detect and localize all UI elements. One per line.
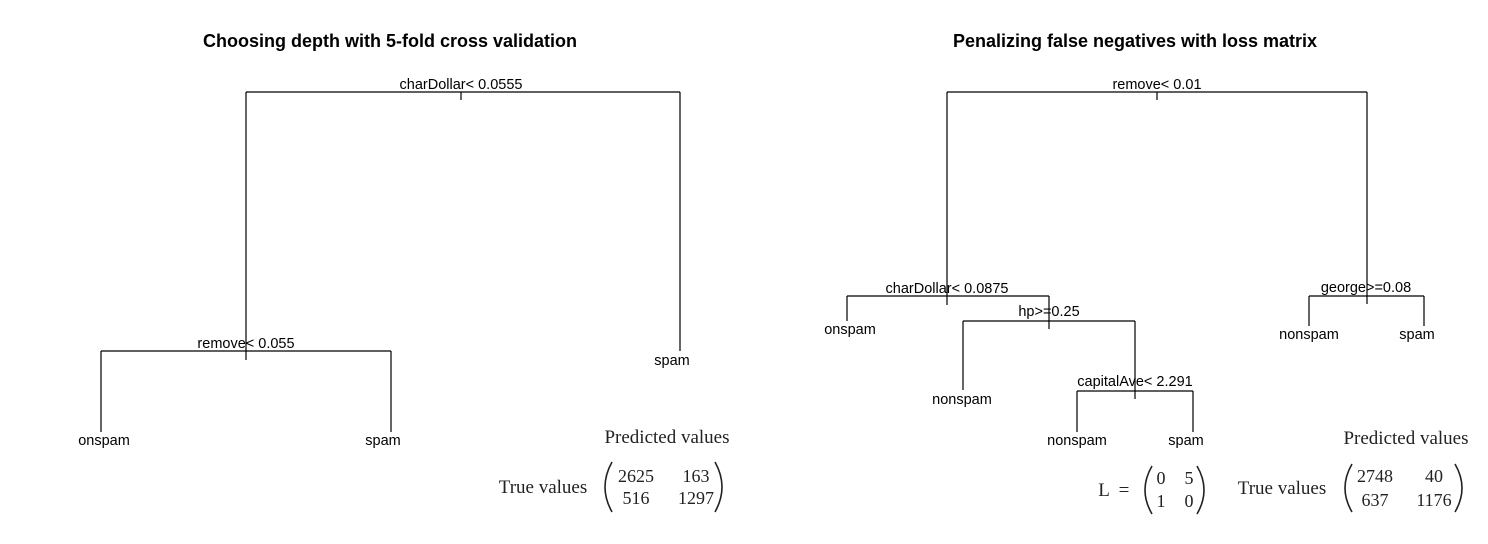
right-leaf-2: nonspam xyxy=(932,392,992,408)
right-leaf-5: nonspam xyxy=(1279,327,1339,343)
left-matrix-close-paren xyxy=(714,461,723,513)
loss-matrix-label: L xyxy=(1098,480,1110,501)
right-split-chardollar: charDollar< 0.0875 xyxy=(886,281,1009,297)
left-predicted-header: Predicted values xyxy=(604,427,729,448)
right-predicted-header: Predicted values xyxy=(1343,428,1468,449)
left-cell-22: 1297 xyxy=(678,488,714,508)
right-panel-title: Penalizing false negatives with loss mat… xyxy=(953,31,1317,51)
left-panel-title: Choosing depth with 5-fold cross validat… xyxy=(203,31,577,51)
loss-matrix: L = 0 5 1 0 xyxy=(1098,465,1205,515)
left-leaf-3: spam xyxy=(654,353,689,369)
right-confusion-matrix: Predicted values True values 2748 40 637… xyxy=(1238,428,1469,513)
left-split-root: charDollar< 0.0555 xyxy=(400,77,523,93)
loss-matrix-close-paren xyxy=(1196,465,1205,515)
left-cell-21: 516 xyxy=(623,488,650,508)
loss-cell-21: 1 xyxy=(1157,491,1166,511)
loss-cell-12: 5 xyxy=(1185,468,1194,488)
left-node2-branch xyxy=(100,350,392,432)
right-leaf-6: spam xyxy=(1399,327,1434,343)
left-confusion-matrix: Predicted values True values 2625 163 51… xyxy=(499,427,730,513)
left-true-label: True values xyxy=(499,477,588,498)
left-tree xyxy=(100,91,681,432)
left-leaf-1: onspam xyxy=(78,433,130,449)
left-root-branch xyxy=(245,91,681,351)
left-matrix-open-paren xyxy=(604,461,613,513)
right-matrix-close-paren xyxy=(1454,463,1463,513)
loss-cell-22: 0 xyxy=(1185,491,1194,511)
right-cell-11: 2748 xyxy=(1357,466,1393,486)
loss-matrix-equals: = xyxy=(1119,480,1130,501)
right-george-branch xyxy=(1308,295,1425,326)
right-leaf-1: onspam xyxy=(824,322,876,338)
right-split-capitalave: capitalAve< 2.291 xyxy=(1077,374,1192,390)
left-split-node2: remove< 0.055 xyxy=(197,336,294,352)
left-cell-12: 163 xyxy=(683,466,710,486)
right-capitalave-branch xyxy=(1076,390,1194,432)
right-split-hp: hp>=0.25 xyxy=(1018,304,1079,320)
right-leaf-4: spam xyxy=(1168,433,1203,449)
right-leaf-3: nonspam xyxy=(1047,433,1107,449)
right-matrix-open-paren xyxy=(1344,463,1353,513)
loss-matrix-open-paren xyxy=(1144,465,1153,515)
right-cell-12: 40 xyxy=(1425,466,1443,486)
right-split-root: remove< 0.01 xyxy=(1112,77,1201,93)
right-chardollar-branch xyxy=(846,295,1050,321)
left-cell-11: 2625 xyxy=(618,466,654,486)
right-split-george: george>=0.08 xyxy=(1321,280,1411,296)
left-leaf-2: spam xyxy=(365,433,400,449)
right-hp-branch xyxy=(962,320,1136,391)
right-true-label: True values xyxy=(1238,478,1327,499)
right-root-branch xyxy=(946,91,1368,296)
loss-cell-11: 0 xyxy=(1157,468,1166,488)
right-tree xyxy=(846,91,1425,432)
right-cell-22: 1176 xyxy=(1416,490,1451,510)
right-cell-21: 637 xyxy=(1362,490,1389,510)
